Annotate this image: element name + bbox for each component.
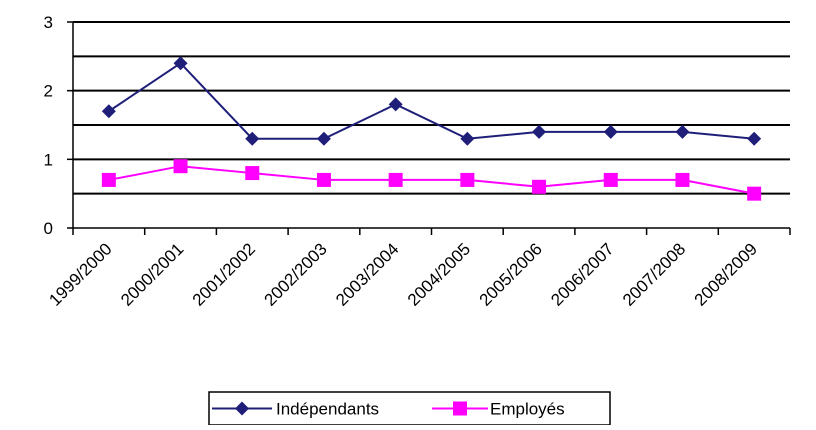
series-2	[101, 159, 762, 201]
y-tick-label: 1	[44, 150, 53, 169]
data-point-square	[453, 401, 467, 416]
data-point-diamond	[101, 104, 116, 119]
data-point-square	[316, 172, 331, 187]
x-tick-labels: 1999/2000 2000/2001 2001/2002 2002/2003 2003…	[45, 239, 761, 309]
series	[101, 56, 762, 201]
x-tick-label: 2007/2008	[619, 239, 689, 309]
data-point-diamond	[747, 131, 762, 146]
x-tick-label: 1999/2000	[45, 239, 115, 309]
data-point-diamond	[603, 124, 618, 139]
axes	[67, 21, 791, 235]
y-tick-label: 3	[44, 13, 53, 32]
x-tick-label: 2004/2005	[404, 239, 474, 309]
legend-label: Employés	[490, 400, 565, 419]
data-point-diamond	[316, 131, 331, 146]
data-point-diamond	[460, 131, 475, 146]
series-line	[108, 165, 755, 195]
x-tick-label: 2006/2007	[547, 239, 617, 309]
x-tick-label: 2000/2001	[117, 239, 187, 309]
legend-entry-2: Employés	[432, 400, 565, 419]
grid-lines	[73, 21, 790, 195]
data-point-diamond	[235, 401, 249, 416]
legend-label: Indépendants	[276, 400, 379, 419]
series-1	[101, 56, 762, 146]
data-point-diamond	[245, 131, 260, 146]
data-point-square	[173, 159, 188, 174]
data-point-diamond	[388, 97, 403, 112]
series-line	[108, 61, 755, 140]
data-point-square	[460, 172, 475, 187]
data-point-square	[245, 166, 260, 181]
legend-entry-1: Indépendants	[212, 400, 379, 419]
data-point-diamond	[173, 56, 188, 71]
data-point-square	[532, 179, 547, 194]
x-tick-label: 2008/2009	[691, 239, 761, 309]
data-point-diamond	[532, 124, 547, 139]
data-point-square	[388, 172, 403, 187]
x-tick-label: 2003/2004	[332, 239, 402, 309]
y-tick-label: 0	[44, 219, 53, 238]
x-tick-label: 2002/2003	[261, 239, 331, 309]
data-point-square	[675, 172, 690, 187]
legend: Indépendants Employés	[208, 391, 611, 426]
x-tick-label: 2001/2002	[189, 239, 259, 309]
data-point-square	[603, 172, 618, 187]
data-point-diamond	[675, 124, 690, 139]
data-point-square	[101, 172, 116, 187]
legend-box	[208, 391, 611, 426]
y-tick-label: 2	[44, 82, 53, 101]
y-tick-labels: 0 1 2 3	[44, 13, 53, 238]
x-tick-label: 2005/2006	[476, 239, 546, 309]
data-point-square	[747, 186, 762, 201]
